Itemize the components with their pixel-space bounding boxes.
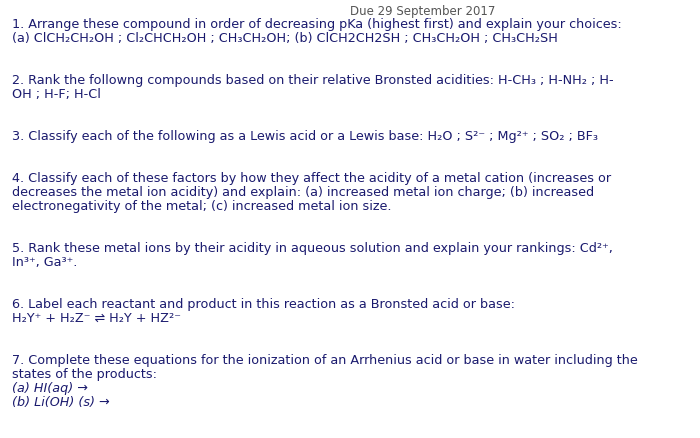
Text: decreases the metal ion acidity) and explain: (a) increased metal ion charge; (b: decreases the metal ion acidity) and exp… [12, 186, 594, 198]
Text: 7. Complete these equations for the ionization of an Arrhenius acid or base in w: 7. Complete these equations for the ioni… [12, 353, 638, 366]
Text: 2. Rank the followng compounds based on their relative Bronsted acidities: H-CH₃: 2. Rank the followng compounds based on … [12, 74, 614, 87]
Text: 4. Classify each of these factors by how they affect the acidity of a metal cati: 4. Classify each of these factors by how… [12, 172, 611, 184]
Text: Due 29 September 2017: Due 29 September 2017 [350, 5, 496, 18]
Text: OH ; H-F; H-Cl: OH ; H-F; H-Cl [12, 88, 101, 101]
Text: 3. Classify each of the following as a Lewis acid or a Lewis base: H₂O ; S²⁻ ; M: 3. Classify each of the following as a L… [12, 130, 598, 143]
Text: (a) ClCH₂CH₂OH ; Cl₂CHCH₂OH ; CH₃CH₂OH; (b) ClCH2CH2SH ; CH₃CH₂OH ; CH₃CH₂SH: (a) ClCH₂CH₂OH ; Cl₂CHCH₂OH ; CH₃CH₂OH; … [12, 32, 558, 45]
Text: (b) Li(OH) (s) →: (b) Li(OH) (s) → [12, 395, 110, 408]
Text: H₂Y⁺ + H₂Z⁻ ⇌ H₂Y + HZ²⁻: H₂Y⁺ + H₂Z⁻ ⇌ H₂Y + HZ²⁻ [12, 311, 181, 324]
Text: electronegativity of the metal; (c) increased metal ion size.: electronegativity of the metal; (c) incr… [12, 200, 391, 212]
Text: states of the products:: states of the products: [12, 367, 157, 380]
Text: (a) HI(aq) →: (a) HI(aq) → [12, 381, 88, 394]
Text: 1. Arrange these compound in order of decreasing pKa (highest first) and explain: 1. Arrange these compound in order of de… [12, 18, 622, 31]
Text: 6. Label each reactant and product in this reaction as a Bronsted acid or base:: 6. Label each reactant and product in th… [12, 297, 515, 310]
Text: In³⁺, Ga³⁺.: In³⁺, Ga³⁺. [12, 255, 78, 268]
Text: 5. Rank these metal ions by their acidity in aqueous solution and explain your r: 5. Rank these metal ions by their acidit… [12, 241, 613, 254]
